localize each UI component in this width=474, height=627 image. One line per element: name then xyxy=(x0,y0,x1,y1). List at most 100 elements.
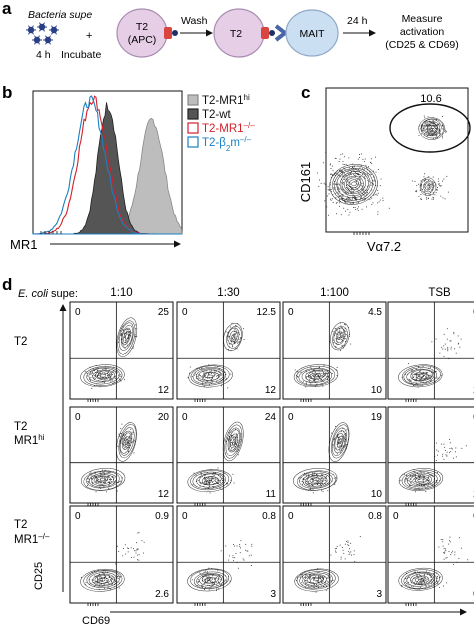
event-dot xyxy=(353,168,355,170)
event-dot xyxy=(346,179,348,181)
event-dot xyxy=(103,482,105,484)
event-dot xyxy=(308,380,310,382)
event-dot xyxy=(127,439,128,441)
event-dot xyxy=(371,183,373,185)
event-dot xyxy=(128,547,129,549)
event-dot xyxy=(357,201,359,203)
event-dot xyxy=(218,581,220,583)
event-dot xyxy=(230,349,232,351)
event-dot xyxy=(431,484,433,486)
event-dot xyxy=(316,373,318,375)
event-dot xyxy=(378,201,380,203)
event-dot xyxy=(237,567,239,569)
contour-line xyxy=(313,477,320,482)
contour-line xyxy=(119,427,135,456)
event-dot xyxy=(105,370,107,372)
event-dot xyxy=(135,328,137,330)
event-dot xyxy=(307,376,309,378)
panel-a: a Bacteria supe + 4 h Incubate T2 (APC) … xyxy=(2,0,459,61)
event-dot xyxy=(353,202,354,204)
event-dot xyxy=(209,579,210,581)
event-dot xyxy=(208,373,210,375)
event-dot xyxy=(431,183,433,185)
event-dot xyxy=(113,381,115,383)
mr1-receptor-icon xyxy=(164,27,178,39)
event-dot xyxy=(214,582,215,584)
event-dot xyxy=(318,583,320,585)
event-dot xyxy=(339,442,341,444)
event-dot xyxy=(116,490,118,492)
event-dot xyxy=(216,588,218,590)
event-dot xyxy=(355,174,357,176)
event-dot xyxy=(232,435,234,437)
event-dot xyxy=(436,189,438,191)
event-dot xyxy=(311,376,312,378)
event-dot xyxy=(106,580,108,582)
event-dot xyxy=(313,379,315,381)
event-dot xyxy=(352,163,353,165)
event-dot xyxy=(431,583,432,585)
event-dot xyxy=(226,377,227,379)
event-dot xyxy=(436,131,438,133)
event-dot xyxy=(231,445,233,447)
event-dot xyxy=(420,194,422,196)
event-dot xyxy=(420,575,421,577)
event-dot xyxy=(212,583,214,585)
event-dot xyxy=(116,575,118,577)
event-dot xyxy=(220,585,221,587)
event-dot xyxy=(415,191,417,193)
event-dot xyxy=(405,478,407,480)
event-dot xyxy=(413,581,415,583)
event-dot xyxy=(338,188,340,190)
contour-line xyxy=(190,470,230,491)
event-dot xyxy=(439,185,441,187)
event-dot xyxy=(315,385,316,387)
event-dot xyxy=(356,183,358,185)
event-dot xyxy=(295,579,297,581)
event-dot xyxy=(127,547,128,549)
event-dot xyxy=(203,482,205,483)
event-dot xyxy=(419,376,421,378)
event-dot xyxy=(341,186,343,188)
event-dot xyxy=(336,338,338,340)
event-dot xyxy=(313,380,314,382)
event-dot xyxy=(343,440,345,442)
quadrant-lr-value: 12 xyxy=(265,385,277,396)
event-dot xyxy=(112,382,114,384)
event-dot xyxy=(427,578,429,580)
event-dot xyxy=(342,172,344,174)
event-dot xyxy=(232,557,234,559)
event-dot xyxy=(297,371,299,373)
event-dot xyxy=(438,577,440,579)
event-dot xyxy=(117,575,119,577)
contour-line xyxy=(333,430,346,454)
event-dot xyxy=(207,487,209,489)
event-dot xyxy=(423,579,425,581)
event-dot xyxy=(127,451,129,453)
event-dot xyxy=(443,355,445,357)
event-dot xyxy=(92,371,94,373)
event-dot xyxy=(99,373,101,375)
contour-line xyxy=(337,333,342,340)
event-dot xyxy=(405,478,407,480)
quadrant-ur-value: 24 xyxy=(265,412,277,423)
contour-line xyxy=(338,438,342,445)
event-dot xyxy=(324,183,326,185)
event-dot xyxy=(439,183,441,185)
contour-line xyxy=(230,334,236,341)
event-dot xyxy=(132,433,134,435)
event-dot xyxy=(314,381,316,383)
event-dot xyxy=(344,324,346,326)
event-dot xyxy=(362,172,364,174)
event-dot xyxy=(347,540,349,542)
event-dot xyxy=(338,184,340,186)
event-dot xyxy=(104,379,106,381)
event-dot xyxy=(120,480,122,482)
event-dot xyxy=(235,553,237,554)
event-dot xyxy=(457,343,459,345)
event-dot xyxy=(429,474,431,476)
event-dot xyxy=(410,475,412,477)
event-dot xyxy=(234,331,236,332)
event-dot xyxy=(217,582,219,584)
event-dot xyxy=(336,477,337,479)
